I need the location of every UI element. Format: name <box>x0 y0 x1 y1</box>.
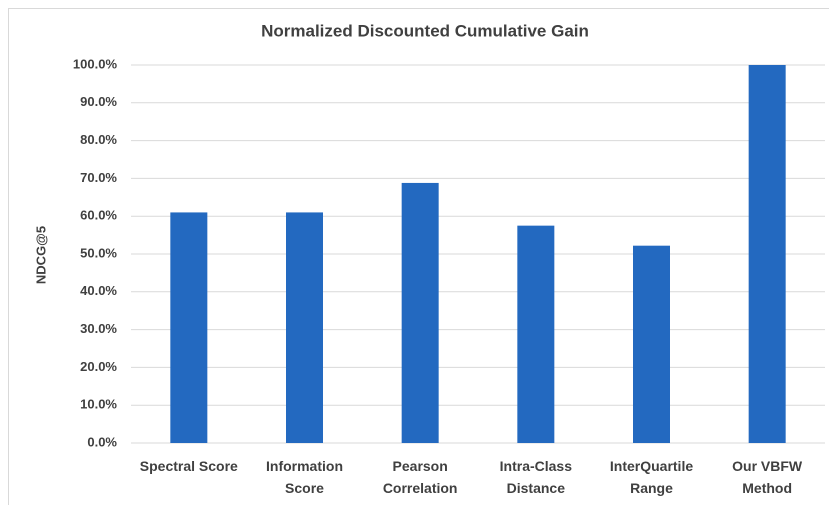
x-tick-label: Information Score <box>266 458 343 496</box>
y-tick-label: 30.0% <box>80 321 117 336</box>
x-tick-label: Spectral Score <box>139 458 238 474</box>
bar <box>633 245 670 443</box>
bar <box>401 182 439 443</box>
y-tick-label: 100.0% <box>73 56 118 71</box>
y-tick-label: 50.0% <box>80 245 117 260</box>
x-tick-label: Intra-Class Distance <box>499 458 572 496</box>
y-tick-label: 60.0% <box>80 208 117 223</box>
y-tick-label: 20.0% <box>80 359 117 374</box>
bar <box>170 212 208 443</box>
y-tick-label: 40.0% <box>80 283 117 298</box>
bar <box>286 212 323 443</box>
y-tick-label: 70.0% <box>80 170 117 185</box>
chart-frame <box>8 8 829 505</box>
x-tick-label: InterQuartile Range <box>609 458 694 496</box>
y-axis-label: NDCG@5 <box>33 226 48 284</box>
y-tick-label: 10.0% <box>80 397 117 412</box>
y-tick-label: 90.0% <box>80 94 117 109</box>
x-tick-label: Pearson Correlation <box>382 458 458 496</box>
chart-title: Normalized Discounted Cumulative Gain <box>261 21 589 40</box>
x-tick-label: Our VBFW Method <box>732 458 803 496</box>
y-tick-label: 80.0% <box>80 132 117 147</box>
y-tick-label: 0.0% <box>87 434 117 449</box>
bar <box>517 225 555 443</box>
bar <box>748 65 786 443</box>
